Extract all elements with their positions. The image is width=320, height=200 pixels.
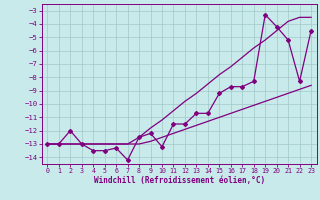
X-axis label: Windchill (Refroidissement éolien,°C): Windchill (Refroidissement éolien,°C) (94, 176, 265, 185)
